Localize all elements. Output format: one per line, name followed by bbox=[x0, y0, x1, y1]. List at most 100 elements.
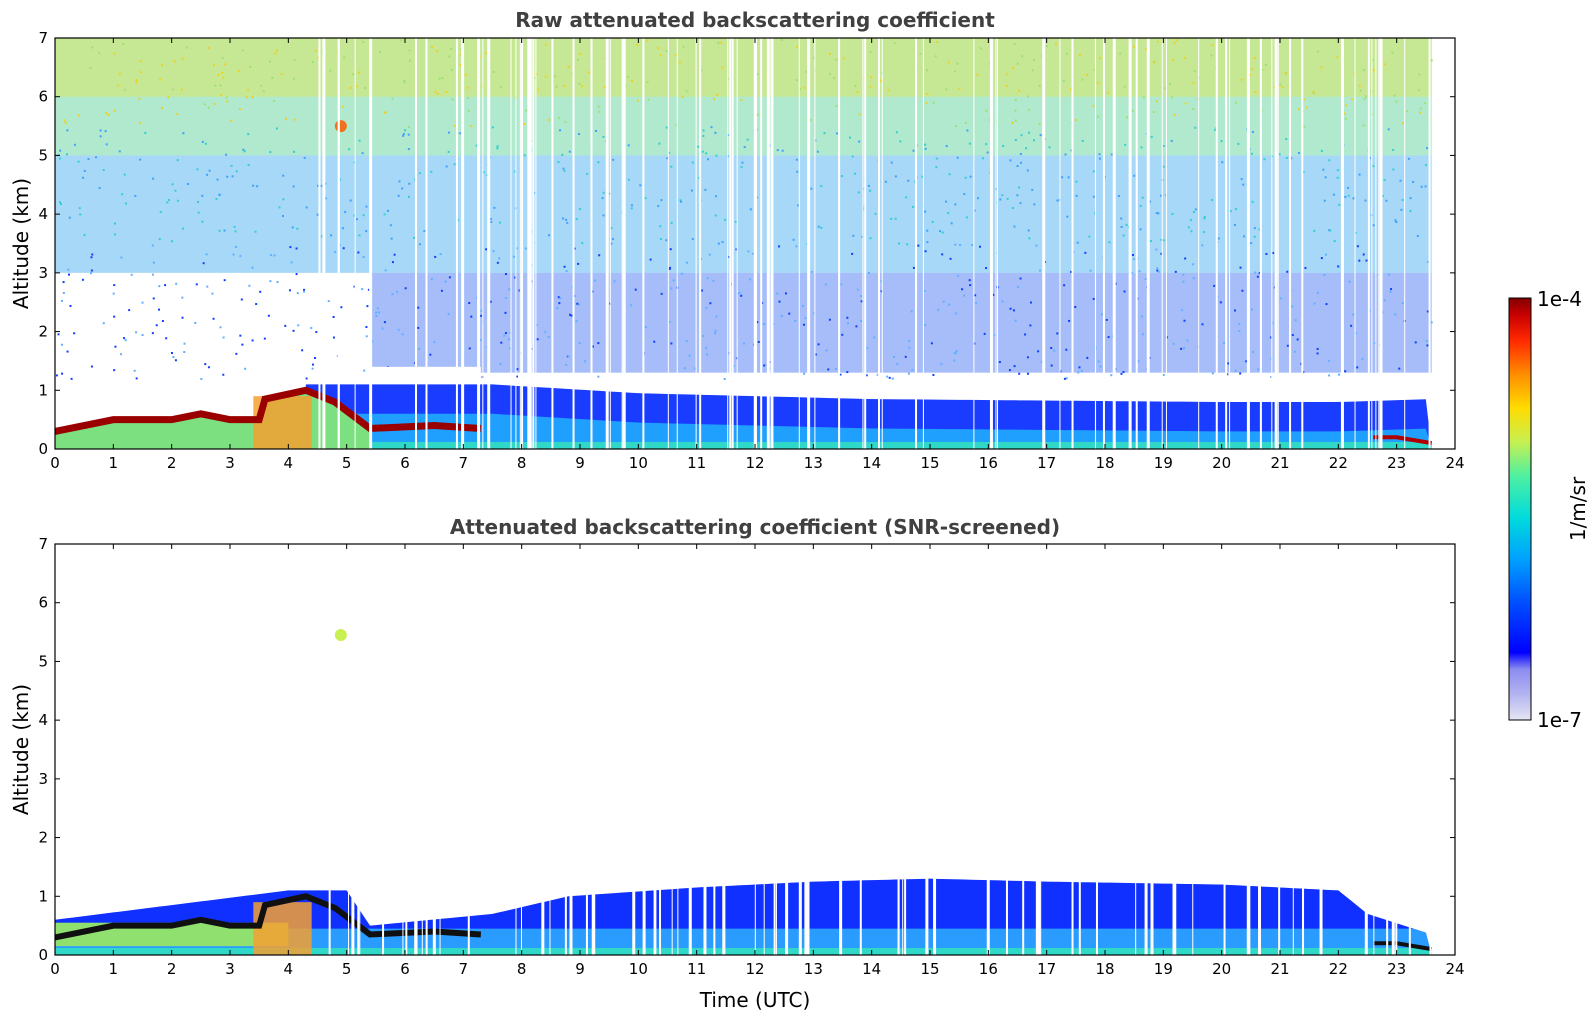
raw-speckle bbox=[1014, 319, 1017, 322]
raw-speckle bbox=[445, 165, 448, 168]
raw-speckle bbox=[1018, 372, 1021, 375]
chart-bottom-ytick-label: 4 bbox=[38, 711, 48, 729]
chart-bottom-ytick-label: 6 bbox=[38, 594, 48, 612]
raw-speckle bbox=[954, 243, 957, 246]
raw-speckle bbox=[408, 59, 411, 62]
raw-speckle bbox=[440, 289, 443, 292]
raw-speckle bbox=[166, 201, 169, 204]
raw-speckle bbox=[504, 332, 507, 335]
raw-speckle bbox=[362, 214, 365, 217]
raw-speckle bbox=[966, 129, 969, 132]
chart-bottom-xtick-label: 24 bbox=[1445, 960, 1464, 978]
raw-speckle bbox=[112, 292, 115, 295]
raw-speckle bbox=[397, 194, 400, 197]
chart-top-data-gap bbox=[621, 38, 623, 449]
raw-speckle bbox=[134, 194, 137, 197]
raw-speckle bbox=[1285, 138, 1288, 141]
raw-speckle bbox=[1014, 119, 1017, 122]
raw-speckle bbox=[327, 300, 330, 303]
raw-speckle bbox=[1130, 271, 1133, 274]
raw-speckle bbox=[658, 142, 661, 145]
raw-speckle bbox=[267, 314, 270, 317]
raw-speckle bbox=[1291, 305, 1294, 308]
raw-speckle bbox=[1192, 277, 1195, 280]
raw-speckle bbox=[171, 183, 174, 186]
raw-speckle bbox=[1251, 131, 1254, 134]
raw-speckle bbox=[973, 209, 976, 212]
chart-top-data-gap bbox=[590, 38, 593, 449]
raw-speckle bbox=[466, 86, 469, 89]
chart-top-ytick-label: 6 bbox=[38, 88, 48, 106]
raw-speckle bbox=[932, 101, 935, 104]
raw-speckle bbox=[812, 56, 815, 59]
raw-speckle bbox=[164, 284, 167, 287]
raw-speckle bbox=[893, 42, 896, 45]
raw-speckle bbox=[1328, 374, 1331, 377]
raw-speckle bbox=[721, 66, 724, 69]
raw-speckle bbox=[924, 323, 927, 326]
chart-top-y-axis: 0 1 2 3 4 5 6 7 bbox=[38, 29, 1455, 458]
raw-speckle bbox=[1269, 336, 1272, 339]
raw-speckle bbox=[1029, 324, 1032, 327]
raw-speckle bbox=[282, 214, 285, 217]
raw-speckle bbox=[404, 129, 407, 132]
raw-speckle bbox=[1155, 212, 1158, 215]
raw-speckle bbox=[867, 271, 870, 274]
raw-speckle bbox=[278, 206, 281, 209]
raw-speckle bbox=[708, 253, 711, 256]
raw-speckle bbox=[479, 339, 482, 342]
raw-speckle bbox=[740, 294, 743, 297]
raw-speckle bbox=[203, 103, 206, 106]
chart-bottom-data-gap bbox=[359, 544, 361, 955]
raw-speckle bbox=[83, 233, 86, 236]
raw-speckle bbox=[792, 238, 795, 241]
chart-top-data-gap bbox=[1215, 38, 1218, 449]
raw-speckle bbox=[669, 266, 672, 269]
raw-speckle bbox=[214, 84, 217, 87]
raw-speckle bbox=[514, 276, 517, 279]
raw-speckle bbox=[948, 303, 951, 306]
raw-speckle bbox=[320, 184, 323, 187]
raw-speckle bbox=[1203, 231, 1206, 234]
raw-speckle bbox=[963, 193, 966, 196]
chart-top-xtick-label: 24 bbox=[1445, 454, 1464, 472]
raw-speckle bbox=[1194, 208, 1197, 211]
chart-top-data-gap bbox=[369, 38, 373, 449]
raw-speckle bbox=[1092, 170, 1095, 173]
chart-top-title: Raw attenuated backscattering coefficien… bbox=[515, 8, 995, 32]
raw-speckle bbox=[601, 197, 604, 200]
raw-speckle bbox=[201, 140, 204, 143]
raw-speckle bbox=[956, 62, 959, 65]
raw-speckle bbox=[1119, 52, 1122, 55]
raw-speckle bbox=[906, 243, 909, 246]
raw-speckle bbox=[230, 164, 233, 167]
raw-speckle bbox=[1362, 124, 1365, 127]
raw-speckle bbox=[316, 213, 319, 216]
raw-speckle bbox=[1140, 315, 1143, 318]
raw-speckle bbox=[448, 131, 451, 134]
raw-speckle bbox=[305, 206, 308, 209]
raw-speckle bbox=[1066, 215, 1069, 218]
chart-top-xtick-label: 19 bbox=[1154, 454, 1173, 472]
raw-speckle bbox=[1412, 180, 1415, 183]
raw-speckle bbox=[315, 331, 318, 334]
raw-speckle bbox=[576, 58, 579, 61]
raw-speckle bbox=[1168, 83, 1171, 86]
chart-top-data-gap bbox=[995, 38, 997, 449]
raw-speckle bbox=[597, 375, 600, 378]
raw-speckle bbox=[429, 353, 432, 356]
raw-speckle bbox=[869, 85, 872, 88]
raw-speckle bbox=[391, 261, 394, 264]
raw-speckle bbox=[683, 367, 686, 370]
raw-speckle bbox=[666, 157, 669, 160]
raw-speckle bbox=[245, 96, 248, 99]
raw-speckle bbox=[578, 82, 581, 85]
raw-speckle bbox=[1009, 159, 1012, 162]
raw-speckle bbox=[1336, 176, 1339, 179]
raw-speckle bbox=[1074, 306, 1077, 309]
raw-speckle bbox=[206, 285, 209, 288]
raw-clear-gap bbox=[55, 390, 306, 411]
raw-speckle bbox=[1155, 100, 1158, 103]
raw-speckle bbox=[292, 185, 295, 188]
raw-speckle bbox=[252, 184, 255, 187]
